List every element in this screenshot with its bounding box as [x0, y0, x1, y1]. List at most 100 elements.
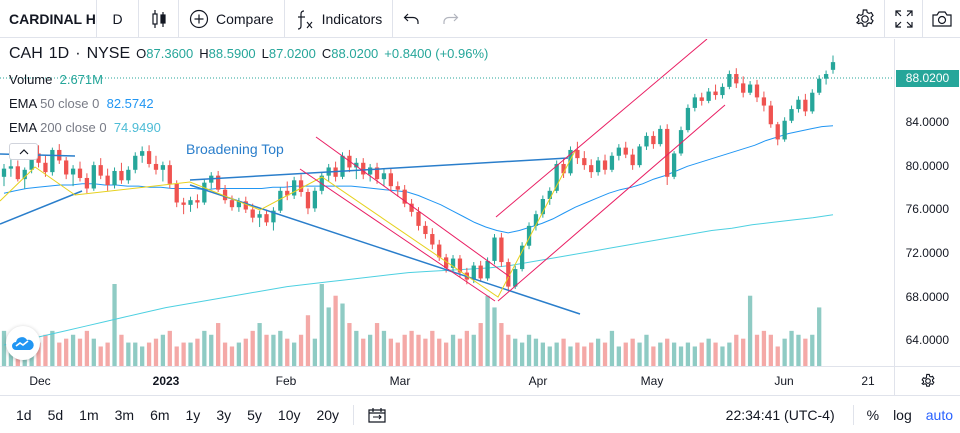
volume-bar: [105, 342, 110, 366]
candle: [354, 158, 359, 180]
settings-button[interactable]: [846, 0, 884, 38]
range-1m[interactable]: 1m: [79, 406, 99, 423]
goto-date-button[interactable]: [360, 396, 394, 433]
close-value: 88.0200: [331, 46, 379, 61]
clock-timezone[interactable]: 22:34:41 (UTC-4): [725, 407, 835, 423]
candles-icon: [151, 9, 166, 28]
candle-body: [271, 210, 276, 223]
volume-bar: [278, 330, 283, 366]
candle: [146, 145, 152, 168]
low-value: 87.0200: [268, 46, 316, 61]
candle-body: [64, 160, 69, 175]
volume-bar: [112, 284, 117, 366]
close-label: C: [321, 46, 332, 61]
legend-collapse-button[interactable]: [9, 143, 38, 160]
auto-scale-toggle[interactable]: auto: [925, 407, 953, 423]
candle: [84, 173, 90, 194]
candle-body: [713, 91, 718, 96]
ema200-line[interactable]: [3, 214, 834, 346]
scale-settings-button[interactable]: [894, 367, 960, 395]
volume-bar: [768, 334, 773, 366]
volume-bar: [167, 330, 172, 366]
price-tick: 84.0000: [905, 115, 949, 129]
volume-bar: [229, 346, 235, 366]
range-1d[interactable]: 1d: [16, 406, 32, 423]
candle-body: [229, 200, 235, 208]
candle-body: [706, 91, 711, 101]
broadening-top-label[interactable]: Broadening Top: [186, 141, 284, 157]
range-10y[interactable]: 10y: [277, 406, 301, 423]
volume-bar: [319, 284, 324, 366]
price-scale[interactable]: 84.0000 80.0000 76.0000 72.0000 68.0000 …: [894, 39, 960, 366]
price-tick: 64.0000: [905, 333, 949, 347]
chart-type-button[interactable]: [139, 0, 179, 38]
left-trend-lower-line[interactable]: [0, 190, 83, 225]
candle-body: [761, 97, 767, 106]
volume-bar: [133, 342, 138, 366]
interval-button[interactable]: D: [97, 0, 139, 38]
candle: [492, 234, 497, 265]
study-ema200[interactable]: EMA 200 close 0 74.9490: [9, 120, 161, 135]
range-3y[interactable]: 3y: [216, 406, 232, 423]
undo-button[interactable]: [393, 0, 431, 38]
candle: [630, 148, 635, 170]
range-1y[interactable]: 1y: [185, 406, 201, 423]
volume-bar: [216, 323, 221, 366]
range-5d[interactable]: 5d: [47, 406, 64, 423]
candle: [50, 147, 55, 176]
ascending-channel-upper[interactable]: [495, 39, 708, 218]
study-volume[interactable]: Volume 2.671M: [9, 72, 103, 87]
redo-icon: [443, 13, 459, 24]
candle-body: [105, 175, 110, 185]
bottom-right-controls: 22:34:41 (UTC-4) % log auto: [714, 396, 960, 433]
chart-pane[interactable]: [0, 39, 894, 366]
candle-body: [174, 183, 179, 203]
candle-body: [616, 147, 621, 156]
volume-bar: [222, 342, 228, 366]
price-chart[interactable]: [0, 39, 894, 366]
descending-channel-lower[interactable]: [299, 168, 496, 302]
time-tick: Dec: [29, 374, 51, 388]
descending-channel-upper[interactable]: [315, 136, 511, 278]
symbol-search[interactable]: CARDINAL H: [0, 0, 97, 38]
candle-body: [513, 269, 518, 287]
candle: [133, 152, 138, 174]
indicators-button[interactable]: Indicators: [285, 0, 394, 38]
candle: [595, 156, 601, 176]
candle: [782, 117, 787, 142]
volume-bar: [644, 334, 649, 366]
candle: [368, 163, 373, 182]
time-scale[interactable]: Dec 2023 Feb Mar Apr May Jun 21: [0, 366, 960, 395]
candle-body: [595, 160, 601, 173]
ascending-channel-lower[interactable]: [497, 104, 726, 302]
volume-bar: [43, 334, 48, 366]
redo-button[interactable]: [431, 0, 469, 38]
range-3m[interactable]: 3m: [114, 406, 135, 423]
range-5y[interactable]: 5y: [247, 406, 262, 423]
candle: [105, 168, 110, 191]
snapshot-button[interactable]: [922, 0, 960, 38]
broadening-top-lower-line[interactable]: [189, 184, 581, 315]
candle-body: [678, 130, 684, 154]
compare-button[interactable]: Compare: [179, 0, 285, 38]
study-ema50[interactable]: EMA 50 close 0 82.5742: [9, 96, 154, 111]
ema50-line[interactable]: [3, 125, 834, 234]
percent-scale-toggle[interactable]: %: [866, 407, 880, 423]
tradingview-logo[interactable]: [6, 326, 40, 360]
pattern-zigzag[interactable]: [0, 150, 576, 298]
candle: [699, 92, 704, 106]
volume-bar: [409, 330, 414, 366]
range-20y[interactable]: 20y: [316, 406, 340, 423]
volume-bar: [741, 338, 746, 366]
range-6m[interactable]: 6m: [150, 406, 170, 423]
candle-body: [782, 120, 787, 140]
fullscreen-button[interactable]: [884, 0, 922, 38]
candle: [789, 105, 794, 124]
time-tick: Mar: [389, 374, 411, 388]
candle: [526, 222, 532, 250]
broadening-top-upper-line[interactable]: [189, 157, 569, 181]
time-tick: Feb: [275, 374, 297, 388]
candle-body: [133, 155, 138, 170]
volume-bar: [195, 338, 200, 366]
log-scale-toggle[interactable]: log: [893, 407, 912, 423]
